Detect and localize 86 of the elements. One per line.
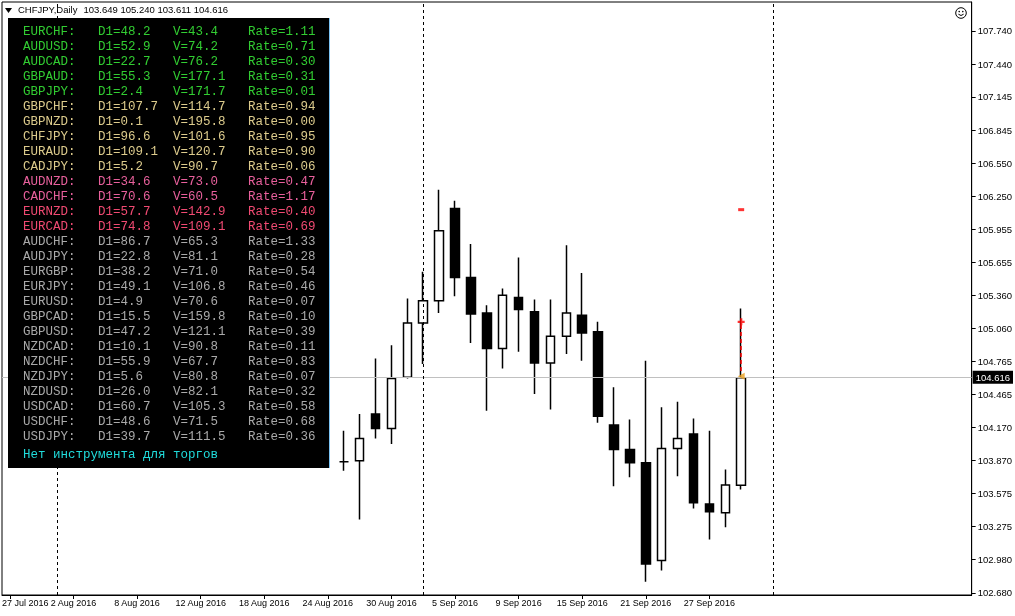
x-tick-label: 21 Sep 2016 xyxy=(620,598,672,609)
candlestick xyxy=(545,298,556,411)
candlestick xyxy=(386,344,397,445)
candlestick xyxy=(497,287,508,370)
x-tick-label: 9 Sep 2016 xyxy=(495,598,542,609)
annotation: EURNZD: D1=57.7 V=142.9 Rate=0.40 xyxy=(23,205,316,220)
x-tick-label: 5 Sep 2016 xyxy=(432,598,479,609)
x-tick-label: 2 Aug 2016 xyxy=(50,598,97,609)
y-tick-label: 106.250 xyxy=(977,190,1012,202)
annotation: AUDUSD: D1=52.9 V=74.2 Rate=0.71 xyxy=(23,40,316,55)
x-tick-label: 18 Aug 2016 xyxy=(239,598,290,609)
y-tick-label: 105.655 xyxy=(977,256,1012,268)
candlestick xyxy=(720,468,731,529)
y-tick-label: 103.870 xyxy=(977,455,1012,467)
annotation: USDCAD: D1=60.7 V=105.3 Rate=0.58 xyxy=(23,400,316,415)
candlestick xyxy=(576,272,588,362)
candlestick xyxy=(592,321,604,424)
x-tick-label: 12 Aug 2016 xyxy=(175,598,226,609)
x-tick-label: 27 Sep 2016 xyxy=(683,598,735,609)
y-tick-label: 102.680 xyxy=(977,587,1012,599)
candlestick xyxy=(449,200,461,298)
annotation: EURGBP: D1=38.2 V=71.0 Rate=0.54 xyxy=(23,265,316,280)
y-tick-label: 105.060 xyxy=(977,322,1012,334)
x-tick-label: 27 Jul 2016 xyxy=(2,598,49,609)
annotation: NZDJPY: D1=5.6 V=80.8 Rate=0.07 xyxy=(23,370,316,385)
annotation: EURCHF: D1=48.2 V=43.4 Rate=1.11 xyxy=(23,25,316,40)
candlestick xyxy=(704,429,715,541)
annotation: GBPUSD: D1=47.2 V=121.1 Rate=0.39 xyxy=(23,325,316,340)
annotation: USDJPY: D1=39.7 V=111.5 Rate=0.36 xyxy=(23,430,316,445)
x-tick-label: 24 Aug 2016 xyxy=(302,598,354,609)
annotation: EURAUD: D1=109.1 V=120.7 Rate=0.90 xyxy=(23,145,316,160)
annotation: CADCHF: D1=70.6 V=60.5 Rate=1.17 xyxy=(23,190,316,205)
annotation: GBPCAD: D1=15.5 V=159.8 Rate=0.10 xyxy=(23,310,316,325)
annotation: AUDNZD: D1=34.6 V=73.0 Rate=0.47 xyxy=(23,175,316,190)
y-tick-label: 107.145 xyxy=(977,91,1012,103)
y-tick-label: 106.550 xyxy=(977,157,1012,169)
candlestick xyxy=(513,256,524,353)
y-tick-label: 103.275 xyxy=(977,521,1012,533)
y-tick-label: 105.360 xyxy=(977,289,1012,301)
annotation: CHFJPY: D1=96.6 V=101.6 Rate=0.95 xyxy=(23,130,316,145)
candlestick xyxy=(370,357,381,440)
annotation: GBPNZD: D1=0.1 V=195.8 Rate=0.00 xyxy=(23,115,316,130)
annotation: NZDUSD: D1=26.0 V=82.1 Rate=0.32 xyxy=(23,385,316,400)
x-tick-label: 8 Aug 2016 xyxy=(114,598,160,609)
candlestick xyxy=(640,359,652,583)
annotation: AUDCHF: D1=86.7 V=65.3 Rate=1.33 xyxy=(23,235,316,250)
y-tick-label: 103.575 xyxy=(977,487,1012,499)
candlestick xyxy=(529,298,540,395)
annotation: CADJPY: D1=5.2 V=90.7 Rate=0.06 xyxy=(23,160,316,175)
annotation: NZDCHF: D1=55.9 V=67.7 Rate=0.83 xyxy=(23,355,316,370)
candlestick xyxy=(672,401,683,477)
candlestick xyxy=(656,406,667,572)
y-tick-label: 102.980 xyxy=(977,553,1012,565)
candlestick xyxy=(624,418,636,479)
annotation: GBPCHF: D1=107.7 V=114.7 Rate=0.94 xyxy=(23,100,316,115)
candlestick xyxy=(608,386,620,487)
annotation: EURUSD: D1=4.9 V=70.6 Rate=0.07 xyxy=(23,295,316,310)
annotation: AUDCAD: D1=22.7 V=76.2 Rate=0.30 xyxy=(23,55,316,70)
chart-title: CHFJPY,Daily xyxy=(18,4,78,16)
x-tick-label: 30 Aug 2016 xyxy=(366,598,417,609)
annotation: GBPAUD: D1=55.3 V=177.1 Rate=0.31 xyxy=(23,70,316,85)
candlestick xyxy=(338,429,350,472)
y-tick-label: 104.765 xyxy=(977,355,1012,367)
ref-line-label: 104.616 xyxy=(975,371,1010,383)
candlestick xyxy=(688,417,699,510)
candlestick xyxy=(561,244,572,355)
y-tick-label: 106.845 xyxy=(977,124,1012,136)
y-tick-label: 107.740 xyxy=(977,25,1012,37)
y-tick-label: 105.955 xyxy=(977,223,1012,235)
y-tick-label: 107.440 xyxy=(977,58,1012,70)
annotation: USDCHF: D1=48.6 V=71.5 Rate=0.68 xyxy=(23,415,316,430)
candlestick xyxy=(481,304,493,412)
annotation: EURJPY: D1=49.1 V=106.8 Rate=0.46 xyxy=(23,280,316,295)
chart-subtitle: 103.649 105.240 103.611 104.616 xyxy=(83,4,229,16)
candlestick xyxy=(354,413,365,521)
y-tick-label: 104.170 xyxy=(977,421,1012,433)
x-tick-label: 15 Sep 2016 xyxy=(556,598,608,609)
annotation: AUDJPY: D1=22.8 V=81.1 Rate=0.28 xyxy=(23,250,316,265)
candlestick xyxy=(402,297,413,380)
annotation: NZDCAD: D1=10.1 V=90.8 Rate=0.11 xyxy=(23,340,316,355)
y-tick-label: 104.465 xyxy=(977,389,1012,401)
annotation: GBPJPY: D1=2.4 V=171.7 Rate=0.01 xyxy=(23,85,316,100)
annotation: EURCAD: D1=74.8 V=109.1 Rate=0.69 xyxy=(23,220,316,235)
candlestick xyxy=(465,243,477,344)
candlestick xyxy=(433,188,445,314)
annotation: Нет инструмента для торгов xyxy=(23,448,219,463)
